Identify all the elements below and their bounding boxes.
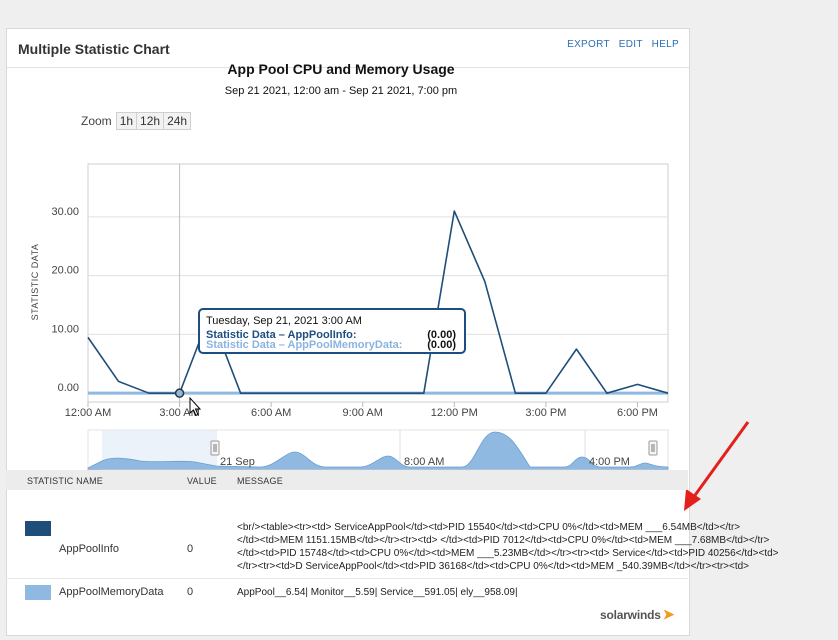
zoom-1h-button[interactable]: 1h xyxy=(115,112,138,130)
legend-swatch-app-pool-memory xyxy=(25,585,51,600)
column-header-value: VALUE xyxy=(187,476,217,486)
solarwinds-logo: solarwinds ➤ xyxy=(600,606,674,623)
y-tick-label: 0.00 xyxy=(58,382,79,394)
series-line-app-pool-info xyxy=(87,210,669,394)
y-tick-label: 30.00 xyxy=(51,206,79,218)
help-link[interactable]: HELP xyxy=(651,39,679,50)
row-message-line: </td><td>MEM 1151.15MB</td></tr><tr><td>… xyxy=(237,535,770,546)
tooltip-row-app-pool-memory: Statistic Data – AppPoolMemoryData: (0.0… xyxy=(206,339,462,351)
plot-frame xyxy=(87,163,669,403)
statistics-table-header: STATISTIC NAME VALUE MESSAGE xyxy=(6,470,688,490)
x-tick-label: 12:00 PM xyxy=(431,407,478,419)
x-tick-label: 6:00 PM xyxy=(617,407,658,419)
logo-text: solarwinds xyxy=(600,608,661,622)
mouse-cursor-icon xyxy=(189,396,202,417)
navigator-label-2: 4:00 PM xyxy=(589,456,630,468)
x-tick-label: 3:00 PM xyxy=(525,407,566,419)
navigator-label-1: 8:00 AM xyxy=(404,456,444,468)
row-message-line: </tr><tr><td>D ServiceAppPool</td><td>PI… xyxy=(237,561,750,572)
tooltip-date: Tuesday, Sep 21, 2021 3:00 AM xyxy=(206,315,362,327)
tooltip-row-label: Statistic Data – AppPoolMemoryData: xyxy=(206,339,403,351)
tooltip-row-label: Statistic Data – AppPoolInfo: xyxy=(206,329,357,341)
panel-header: Multiple Statistic Chart EXPORT EDIT HEL… xyxy=(7,29,689,68)
x-tick-label: 12:00 AM xyxy=(65,407,111,419)
annotation-arrow-line xyxy=(691,421,750,499)
annotation-arrow-head-icon xyxy=(684,489,701,511)
header-links: EXPORT EDIT HELP xyxy=(561,39,679,50)
edit-link[interactable]: EDIT xyxy=(618,39,643,50)
chart-title: App Pool CPU and Memory Usage xyxy=(227,61,455,77)
navigator-label-0: 21 Sep xyxy=(220,456,255,468)
x-tick-label: 6:00 AM xyxy=(251,407,291,419)
legend-swatch-app-pool-info xyxy=(25,521,51,536)
row-value: 0 xyxy=(187,543,194,555)
chart-tooltip: Tuesday, Sep 21, 2021 3:00 AM Statistic … xyxy=(198,308,466,354)
zoom-24h-button[interactable]: 24h xyxy=(163,112,192,130)
tooltip-row-value: (0.00) xyxy=(427,339,456,351)
logo-mark-icon: ➤ xyxy=(662,606,675,622)
row-message-line: AppPool__6.54| Monitor__5.59| Service__5… xyxy=(237,587,518,598)
hover-marker[interactable] xyxy=(174,388,185,398)
tooltip-row-value: (0.00) xyxy=(427,329,456,341)
row-name: AppPoolMemoryData xyxy=(59,586,164,598)
navigator-series-area xyxy=(87,431,669,471)
navigator[interactable]: 21 Sep 8:00 AM 4:00 PM xyxy=(87,429,669,471)
zoom-12h-button[interactable]: 12h xyxy=(136,112,165,130)
row-value: 0 xyxy=(187,586,194,598)
export-link[interactable]: EXPORT xyxy=(567,39,610,50)
row-divider xyxy=(6,578,688,579)
navigator-left-handle[interactable] xyxy=(210,440,220,456)
column-header-statistic-name: STATISTIC NAME xyxy=(27,476,103,486)
navigator-right-handle[interactable] xyxy=(648,440,658,456)
row-message-line: </td><td>PID 15748</td><td>CPU 0%</td><t… xyxy=(237,548,779,559)
y-tick-label: 20.00 xyxy=(51,265,79,277)
x-tick-label: 9:00 AM xyxy=(343,407,383,419)
y-tick-label: 10.00 xyxy=(51,323,79,335)
zoom-label: Zoom xyxy=(81,114,112,128)
y-axis-label: STATISTIC DATA xyxy=(30,244,40,321)
zoom-bar: Zoom 1h 12h 24h xyxy=(81,112,192,130)
row-name: AppPoolInfo xyxy=(59,543,119,555)
panel-title: Multiple Statistic Chart xyxy=(18,41,170,57)
column-header-message: MESSAGE xyxy=(237,476,283,486)
row-message-line: <br/><table><tr><td> ServiceAppPool</td>… xyxy=(237,522,741,533)
annotation-arrow xyxy=(684,421,750,511)
chart-subtitle: Sep 21 2021, 12:00 am - Sep 21 2021, 7:0… xyxy=(224,85,458,97)
tooltip-row-app-pool-info: Statistic Data – AppPoolInfo: (0.00) xyxy=(206,329,462,341)
